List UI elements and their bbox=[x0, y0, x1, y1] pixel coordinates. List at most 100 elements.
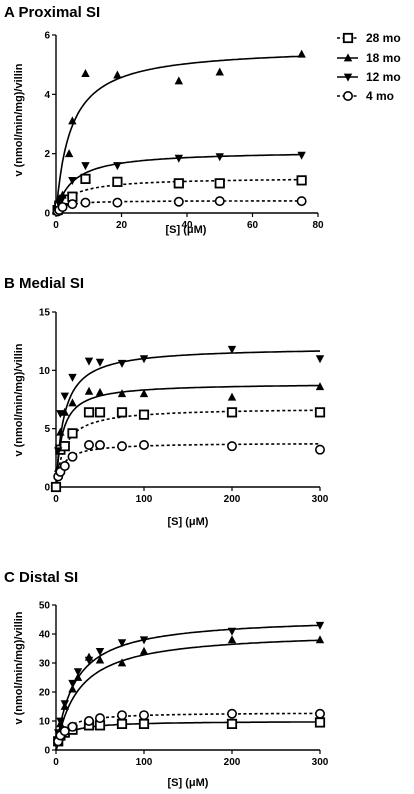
panel-c-title: C Distal SI bbox=[4, 569, 78, 586]
panel-c-y-tick-label: 10 bbox=[39, 717, 51, 728]
panel-b-point-4-mo bbox=[117, 441, 128, 452]
panel-c-point-12-mo bbox=[56, 717, 65, 726]
panel-b-point-28-mo bbox=[116, 407, 128, 418]
legend: 28 mo 18 mo 12 mo 4 mo bbox=[337, 31, 401, 103]
panel-b-point-4-mo bbox=[84, 439, 95, 450]
panel-c-x-axis-label: [S] (μM) bbox=[168, 777, 209, 789]
panel-distal-si: C Distal SI v (nmol/min/mg)/villin [S] (… bbox=[4, 569, 329, 789]
panel-a-point-18-mo bbox=[81, 68, 90, 77]
panel-a-point-4-mo bbox=[57, 202, 68, 213]
panel-a-point-28-mo bbox=[112, 176, 123, 187]
legend-label-4-mo: 4 mo bbox=[366, 89, 394, 103]
panel-b-fit-curve-18-mo bbox=[55, 384, 321, 488]
panel-b-series-28-mo bbox=[50, 407, 326, 493]
panel-b-point-12-mo bbox=[139, 355, 149, 364]
legend-marker-28-mo bbox=[342, 32, 354, 44]
panel-c-fit-curve-12-mo bbox=[55, 624, 321, 751]
panel-c-point-4-mo bbox=[59, 726, 70, 737]
panel-c-point-4-mo bbox=[227, 708, 238, 719]
panel-a-point-28-mo bbox=[173, 178, 184, 189]
panel-c-x-tick-label: 0 bbox=[53, 757, 59, 768]
panel-c-point-4-mo bbox=[67, 721, 78, 732]
panel-b-point-12-mo bbox=[227, 345, 237, 354]
panel-a-point-12-mo bbox=[297, 151, 306, 160]
panel-b-x-tick-label: 100 bbox=[136, 494, 153, 505]
legend-symbol-4-mo bbox=[337, 91, 358, 102]
panel-a-point-12-mo bbox=[68, 176, 77, 185]
panel-c-point-18-mo bbox=[68, 684, 77, 693]
panel-c-point-18-mo bbox=[73, 672, 83, 681]
panel-b-point-18-mo bbox=[60, 407, 69, 416]
legend-symbol-18-mo bbox=[337, 53, 358, 62]
panel-b-y-tick-label: 5 bbox=[44, 424, 50, 435]
panel-a-point-28-mo bbox=[80, 173, 91, 184]
legend-label-18-mo: 18 mo bbox=[366, 51, 401, 65]
panel-b-point-18-mo bbox=[84, 386, 94, 395]
panel-c-series-12-mo bbox=[54, 621, 325, 738]
panel-a-point-18-mo bbox=[215, 67, 224, 76]
panel-b-point-28-mo bbox=[138, 409, 150, 420]
panel-b-fit-curve-4-mo bbox=[55, 442, 320, 488]
panel-b-point-18-mo bbox=[227, 392, 237, 401]
panel-a-point-18-mo bbox=[64, 149, 74, 158]
panel-medial-si: B Medial SI v (nmol/min/mg)/villin [S] (… bbox=[4, 275, 329, 528]
panel-proximal-si: A Proximal SI v (nmol/min/mg)/villin [S]… bbox=[4, 4, 401, 236]
panel-a-point-4-mo bbox=[67, 199, 78, 210]
panel-a-x-tick-label: 0 bbox=[53, 220, 59, 231]
panel-c-point-12-mo bbox=[315, 621, 325, 630]
panel-b-y-axis-label: v (nmol/min/mg)/villin bbox=[13, 343, 25, 456]
panel-a-point-12-mo bbox=[58, 194, 67, 203]
panel-b-point-18-mo bbox=[117, 389, 127, 398]
panel-b-x-tick-label: 200 bbox=[224, 494, 241, 505]
panel-a-point-18-mo bbox=[68, 116, 77, 125]
panel-b-title: B Medial SI bbox=[4, 275, 84, 292]
panel-b-point-28-mo bbox=[59, 441, 70, 452]
panel-c-point-4-mo bbox=[117, 710, 128, 721]
panel-c-y-axis-label: v (nmol/min/mg)/villin bbox=[13, 611, 25, 724]
panel-a-point-4-mo bbox=[112, 197, 123, 208]
panel-c-y-tick-label: 50 bbox=[39, 601, 51, 612]
panel-a-y-tick-label: 2 bbox=[44, 149, 50, 160]
panel-c-series-4-mo bbox=[53, 708, 325, 747]
panel-c-y-tick-label: 0 bbox=[44, 746, 50, 757]
panel-b-point-12-mo bbox=[60, 392, 69, 401]
panel-a-x-axis-label: [S] (μM) bbox=[166, 224, 207, 236]
panel-c-y-tick-label: 30 bbox=[39, 659, 51, 670]
panel-b-series-4-mo bbox=[53, 439, 325, 482]
panel-c-point-4-mo bbox=[314, 708, 325, 719]
panel-c-point-12-mo bbox=[84, 656, 94, 665]
panel-c-point-18-mo bbox=[315, 635, 325, 644]
legend-entry-18-mo: 18 mo bbox=[337, 51, 401, 65]
panel-c-point-28-mo bbox=[226, 718, 238, 730]
panel-b-point-4-mo bbox=[139, 439, 150, 450]
panel-a-x-tick-label: 60 bbox=[247, 220, 259, 231]
panel-b-series-12-mo bbox=[54, 345, 325, 456]
panel-a-point-18-mo bbox=[297, 49, 306, 58]
panel-b-y-tick-label: 0 bbox=[44, 483, 50, 494]
legend-label-28-mo: 28 mo bbox=[366, 31, 401, 45]
panel-c-point-18-mo bbox=[117, 658, 127, 667]
panel-c-point-12-mo bbox=[117, 639, 127, 648]
panel-c-point-12-mo bbox=[73, 668, 83, 677]
panel-b-point-28-mo bbox=[314, 407, 326, 418]
panel-b-point-18-mo bbox=[95, 387, 105, 396]
panel-a-point-12-mo bbox=[215, 153, 224, 162]
legend-marker-12-mo bbox=[343, 73, 353, 82]
panel-c-y-tick-label: 20 bbox=[39, 688, 51, 699]
panel-a-point-12-mo bbox=[81, 162, 90, 171]
legend-marker-4-mo bbox=[342, 91, 353, 102]
panel-b-point-4-mo bbox=[67, 451, 78, 462]
panel-c-point-12-mo bbox=[60, 700, 69, 709]
panel-a-x-tick-label: 20 bbox=[116, 220, 128, 231]
panel-b-point-12-mo bbox=[95, 358, 105, 367]
panel-b-point-18-mo bbox=[139, 389, 149, 398]
panel-a-point-18-mo bbox=[113, 70, 122, 79]
panel-b-point-18-mo bbox=[68, 398, 77, 407]
panel-b-point-28-mo bbox=[226, 407, 238, 418]
panel-b-point-12-mo bbox=[68, 373, 77, 382]
panel-c-point-18-mo bbox=[95, 655, 105, 664]
panel-b-point-28-mo bbox=[67, 428, 78, 439]
panel-a-y-tick-label: 4 bbox=[44, 90, 50, 101]
panel-b-y-tick-label: 15 bbox=[39, 308, 51, 319]
